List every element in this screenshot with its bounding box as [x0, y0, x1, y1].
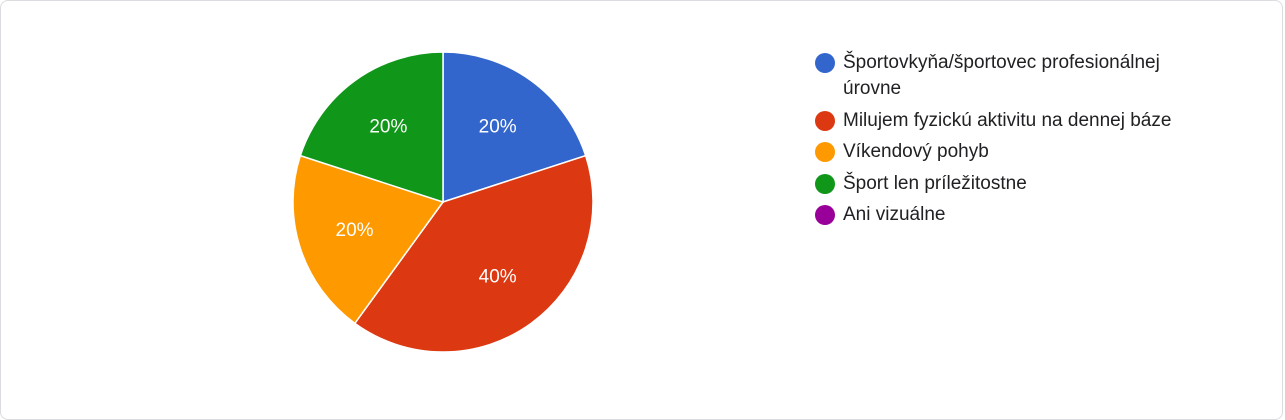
legend-swatch-icon: [815, 205, 835, 225]
chart-legend: Športovkyňa/športovec profesionálnej úro…: [815, 50, 1215, 234]
slice-occasional[interactable]: [299, 51, 444, 204]
legend-swatch-icon: [815, 53, 835, 73]
legend-label: Šport len príležitostne: [843, 172, 1027, 194]
slice-daily-activity[interactable]: [353, 154, 594, 353]
slice-value-label: 20%: [369, 116, 407, 137]
legend-swatch-icon: [815, 142, 835, 162]
pie-chart: 20% 40% 20% 20%: [292, 51, 594, 353]
legend-item-occasional[interactable]: Šport len príležitostne: [815, 171, 1215, 197]
legend-label: Športovkyňa/športovec profesionálnej úro…: [843, 52, 1160, 99]
legend-label: Milujem fyzickú aktivitu na dennej báze: [843, 109, 1172, 131]
legend-item-weekend[interactable]: Víkendový pohyb: [815, 139, 1215, 165]
slice-professional[interactable]: [442, 51, 587, 204]
slice-weekend[interactable]: [292, 154, 445, 325]
legend-item-professional[interactable]: Športovkyňa/športovec profesionálnej úro…: [815, 50, 1215, 102]
slice-value-label: 20%: [479, 116, 517, 137]
legend-item-not-even-visually[interactable]: Ani vizuálne: [815, 202, 1215, 228]
legend-swatch-icon: [815, 173, 835, 194]
legend-swatch-icon: [815, 110, 835, 131]
legend-label: Ani vizuálne: [843, 204, 946, 225]
legend-item-daily-activity[interactable]: Milujem fyzickú aktivitu na dennej báze: [815, 108, 1215, 134]
legend-label: Víkendový pohyb: [843, 141, 989, 162]
slice-value-label: 40%: [479, 267, 517, 288]
slice-value-label: 20%: [336, 220, 374, 241]
